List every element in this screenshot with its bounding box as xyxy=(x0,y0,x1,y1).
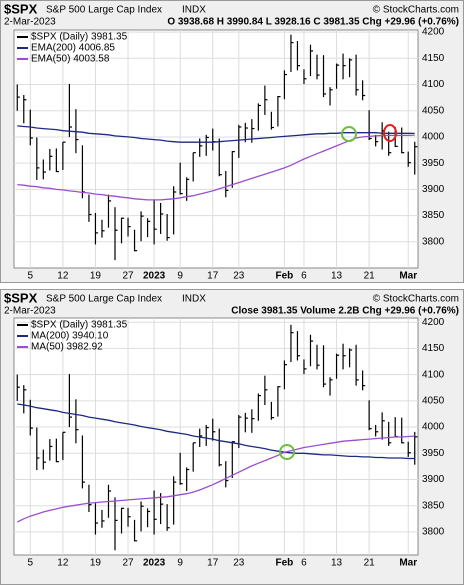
x-tick-label: 13 xyxy=(331,271,343,282)
signal-circle xyxy=(383,124,397,142)
x-tick-label: 9 xyxy=(177,271,183,282)
plot-area xyxy=(13,317,419,556)
x-tick-label: Feb xyxy=(276,558,294,569)
x-tick-label: 6 xyxy=(301,271,307,282)
symbol: $SPX xyxy=(4,1,38,16)
x-tick-label: 2023 xyxy=(143,558,166,569)
quote: Close 3981.35 Volume 2.2B Chg +29.96 (+0… xyxy=(231,306,459,317)
y-tick-label: 4050 xyxy=(422,105,445,116)
symbol: $SPX xyxy=(4,290,38,305)
source: © StockCharts.com xyxy=(373,5,459,16)
x-tick-label: 27 xyxy=(122,271,134,282)
x-tick-label: Mar xyxy=(399,558,417,569)
index-name: S&P 500 Large Cap Index xyxy=(46,294,162,305)
quote: O 3938.68 H 3990.84 L 3928.16 C 3981.35 … xyxy=(167,17,459,28)
exchange: INDX xyxy=(182,5,206,16)
date: 2-Mar-2023 xyxy=(4,306,56,317)
x-tick-label: 12 xyxy=(57,558,69,569)
y-tick-label: 3850 xyxy=(422,210,445,221)
x-tick-label: 19 xyxy=(90,558,102,569)
moving-average-line xyxy=(17,403,415,460)
y-tick-label: 4150 xyxy=(422,343,445,354)
x-tick-label: 23 xyxy=(233,558,245,569)
x-tick-label: 5 xyxy=(28,558,34,569)
date: 2-Mar-2023 xyxy=(4,17,56,28)
x-tick-label: Mar xyxy=(399,271,417,282)
legend-entry: $SPX (Daily) 3981.35 xyxy=(31,32,128,43)
x-tick-label: 27 xyxy=(122,558,134,569)
y-tick-label: 3900 xyxy=(422,474,445,485)
y-tick-label: 3850 xyxy=(422,500,445,511)
x-tick-label: 2023 xyxy=(143,271,166,282)
y-tick-label: 3950 xyxy=(422,158,445,169)
x-tick-label: 19 xyxy=(90,271,102,282)
x-tick-label: 12 xyxy=(57,271,69,282)
plot-area xyxy=(13,29,419,269)
legend-entry: EMA(200) 4006.85 xyxy=(31,43,115,54)
annotations xyxy=(279,124,397,460)
y-tick-label: 4150 xyxy=(422,53,445,64)
y-tick-label: 3950 xyxy=(422,448,445,459)
x-tick-label: 5 xyxy=(28,271,34,282)
y-tick-label: 4200 xyxy=(422,27,445,38)
source: © StockCharts.com xyxy=(373,294,459,305)
y-tick-label: 3800 xyxy=(422,236,445,247)
exchange: INDX xyxy=(182,294,206,305)
x-tick-label: 17 xyxy=(207,271,219,282)
x-tick-label: 13 xyxy=(331,558,343,569)
legend-entry: EMA(50) 4003.58 xyxy=(31,54,110,65)
x-tick-label: 9 xyxy=(177,558,183,569)
legend-entry: MA(50) 3982.92 xyxy=(31,342,103,353)
x-tick-label: 23 xyxy=(233,271,245,282)
legend-entry: $SPX (Daily) 3981.35 xyxy=(31,320,128,331)
y-tick-label: 3800 xyxy=(422,527,445,538)
y-tick-label: 4050 xyxy=(422,395,445,406)
signal-circle xyxy=(279,444,295,460)
moving-average-line xyxy=(17,435,415,523)
x-tick-label: 6 xyxy=(301,558,307,569)
y-tick-label: 4100 xyxy=(422,369,445,380)
x-tick-label: 21 xyxy=(364,271,376,282)
legend-entry: MA(200) 3940.10 xyxy=(31,331,109,342)
y-tick-label: 4000 xyxy=(422,422,445,433)
y-tick-label: 3900 xyxy=(422,184,445,195)
x-tick-label: 21 xyxy=(364,558,376,569)
x-tick-label: 17 xyxy=(207,558,219,569)
index-name: S&P 500 Large Cap Index xyxy=(46,5,162,16)
signal-circle xyxy=(341,126,357,142)
y-tick-label: 4200 xyxy=(422,317,445,328)
y-tick-label: 4100 xyxy=(422,79,445,90)
y-tick-label: 4000 xyxy=(422,132,445,143)
x-tick-label: Feb xyxy=(276,271,294,282)
moving-average-line xyxy=(17,125,415,143)
